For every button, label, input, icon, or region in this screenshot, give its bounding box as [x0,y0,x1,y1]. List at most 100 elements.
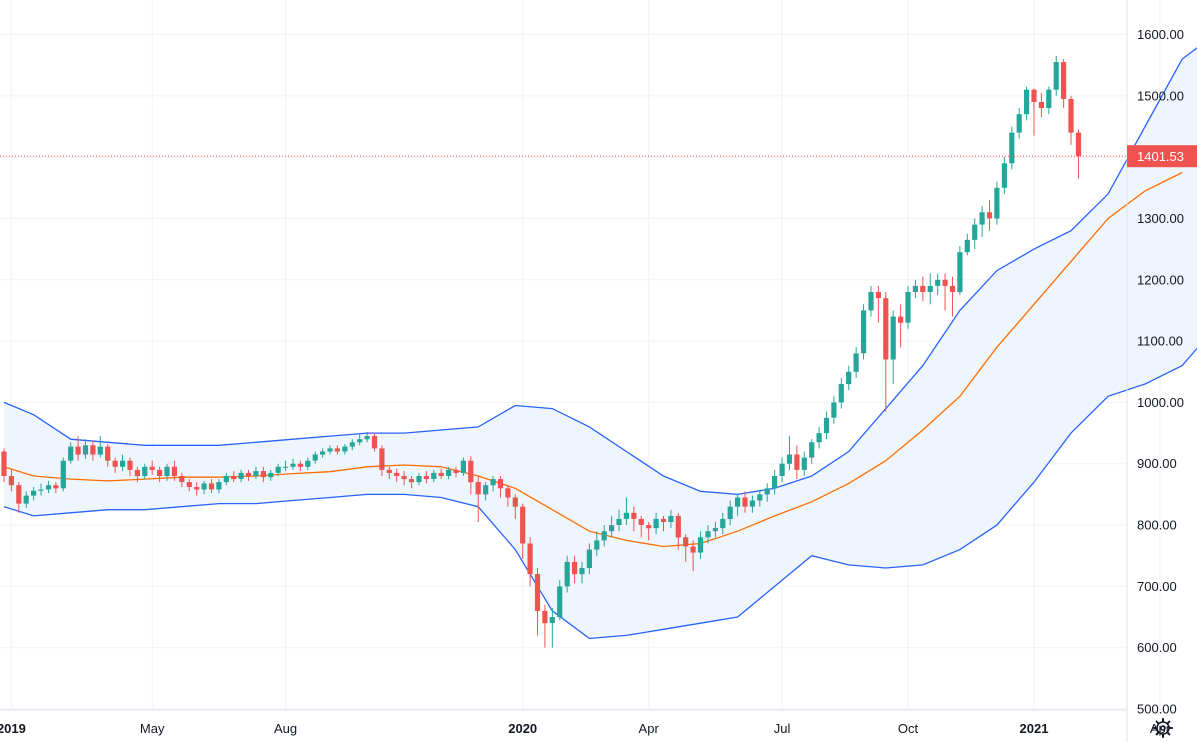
candle-body [1038,102,1044,109]
candle-body [82,445,89,455]
candle-body [690,546,696,553]
x-tick-label: Oct [898,721,919,736]
candle [334,445,340,455]
candle-body [1016,114,1022,133]
candle [312,451,318,464]
candle [268,469,274,481]
candle-body [327,448,333,452]
candle-body [979,212,985,225]
candle-body [438,472,444,476]
candle-body [735,497,741,507]
candle [23,491,29,508]
candle [1053,55,1059,96]
candle [601,525,607,547]
candle [905,285,911,329]
x-tick-label: 2020 [508,721,537,736]
candle [831,396,837,424]
candle-body [875,292,881,299]
candle [935,273,941,296]
candle [557,580,563,621]
candle [371,433,378,452]
candle [379,445,385,477]
y-tick-label: 1100.00 [1137,334,1183,349]
candle [705,525,711,544]
candle-body [757,494,763,501]
candle-body [194,487,200,490]
candle-body [142,466,148,476]
candle [1,448,7,483]
candle [275,463,281,477]
candle-body [957,252,963,293]
candle-body [831,402,837,418]
candle-body [623,512,629,519]
candle [875,285,881,323]
candle [823,411,830,440]
candle [616,509,622,532]
candle [142,463,148,480]
candle-body [801,457,807,470]
candle [594,531,600,556]
candle [297,460,303,472]
candle [1046,86,1052,115]
candle-body [609,525,615,532]
candle-body [660,518,667,522]
candle-body [520,506,526,544]
candle-body [631,512,637,519]
candle-body [453,469,459,473]
candle-body [297,463,303,467]
candle-body [60,460,66,489]
candle-body [898,316,904,323]
candle [757,489,763,507]
candle-body [697,537,704,553]
candle [75,436,81,461]
candle-body [90,445,96,455]
candle-body [809,442,815,458]
candle [779,457,785,483]
bb-upper-line [3,47,1197,496]
candle [512,494,518,519]
candle [171,460,177,481]
candle [979,206,985,237]
candle [764,483,770,502]
last-price-tag-bg [1127,145,1197,168]
candle [186,479,192,492]
candle-body [594,540,600,550]
candle [423,471,429,484]
settings-gear-icon[interactable] [1153,718,1173,738]
candle-body [8,476,14,486]
candle-body [45,485,52,490]
moving-average-line [3,171,1183,548]
candle [549,607,555,648]
candle [38,483,44,496]
candle [564,555,570,593]
candle [208,479,215,494]
candle [609,515,615,538]
candle-body [942,279,948,286]
candle-body [305,460,311,467]
candle [460,457,466,477]
candle-body [431,472,437,479]
candle [794,445,800,480]
candle [290,458,296,470]
candle-body [653,518,659,529]
candle-body [846,371,852,385]
candle-body [186,482,192,487]
time-axis[interactable]: 2019MayAug2020AprJulOct2021AprJul [0,721,1197,736]
x-tick-label: Aug [274,721,297,736]
candle-body [542,610,548,624]
candle-body [386,469,392,473]
candle [245,469,252,481]
candle-body [727,506,733,519]
candle [890,310,896,385]
candle [786,436,793,470]
candle [712,521,718,538]
candle-body [223,476,229,483]
candle-body [772,476,778,489]
candle-body [527,543,533,575]
candle-body [253,471,259,476]
candle-body [475,482,481,495]
candle [572,555,578,584]
candle [164,463,170,481]
